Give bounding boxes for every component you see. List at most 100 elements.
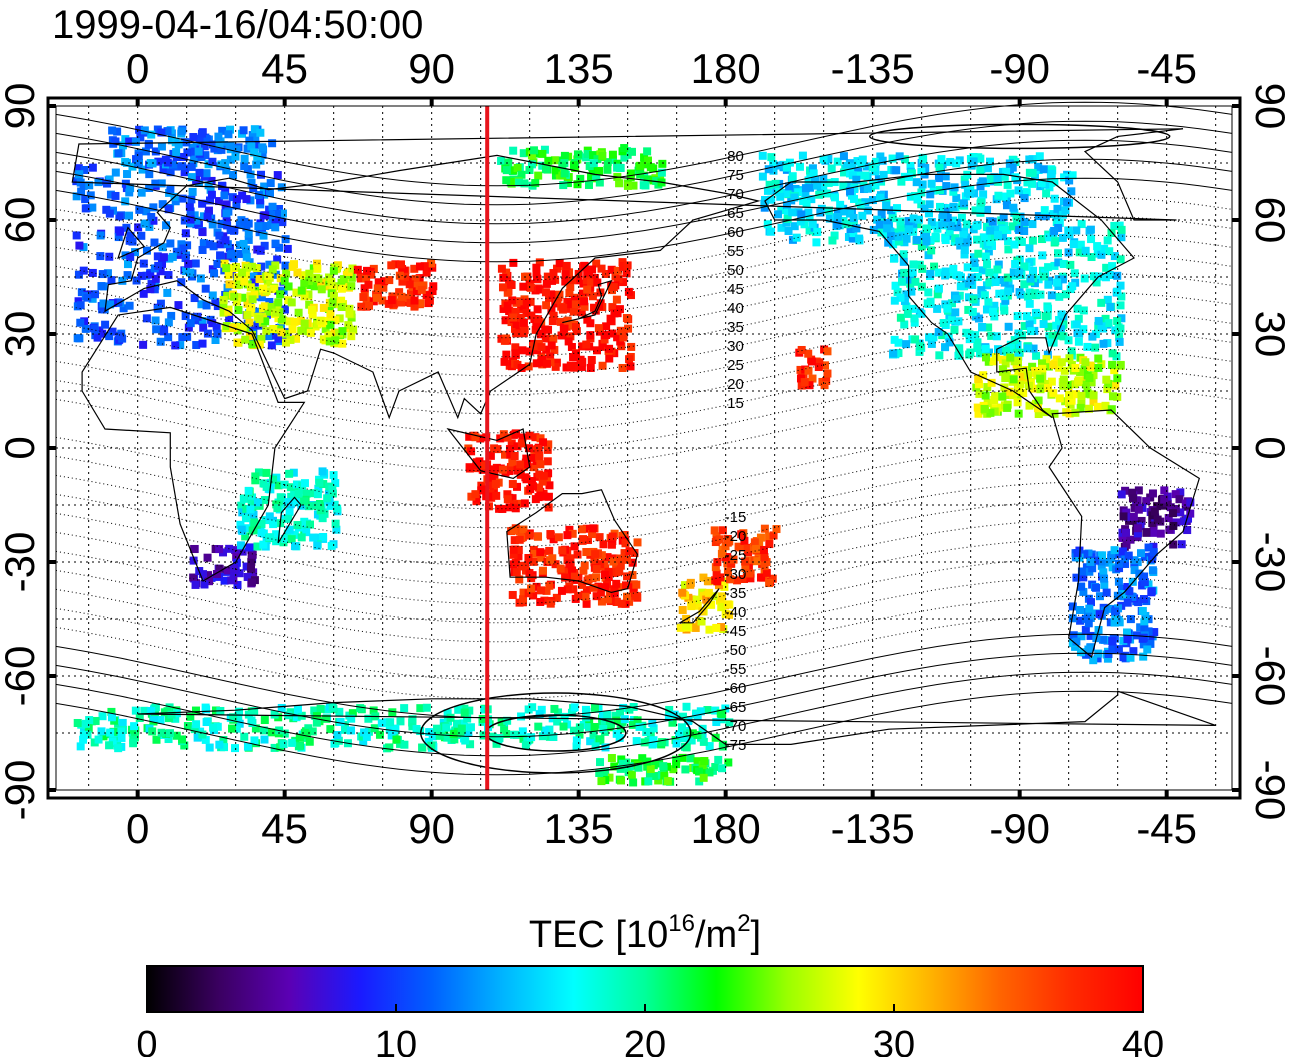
- mag-contour: [55, 196, 1233, 282]
- tec-cell: [1103, 236, 1112, 245]
- tec-cell: [1108, 262, 1117, 271]
- tec-cell: [236, 249, 245, 258]
- tec-cell: [304, 502, 313, 511]
- tec-cell: [98, 270, 107, 279]
- tec-cell: [257, 170, 266, 179]
- tec-cell: [1003, 180, 1012, 189]
- tec-cell: [263, 278, 272, 287]
- tec-cell: [1011, 173, 1020, 182]
- tec-cell: [540, 596, 549, 605]
- tec-cell: [617, 342, 626, 351]
- tec-cell: [711, 706, 720, 715]
- tec-cell: [974, 249, 983, 258]
- tec-cell: [643, 147, 652, 156]
- right-lat-label: -60: [1247, 646, 1292, 707]
- tec-cell: [178, 194, 187, 203]
- tec-cell: [1060, 173, 1069, 182]
- tec-cell: [256, 246, 265, 255]
- tec-cell: [323, 282, 332, 291]
- tec-cell: [337, 284, 346, 293]
- tec-cell: [618, 531, 627, 540]
- tec-cell: [549, 535, 558, 544]
- tec-cell: [147, 212, 156, 221]
- tec-cell: [539, 438, 548, 447]
- tec-cell: [201, 703, 210, 712]
- tec-cell: [90, 290, 99, 299]
- tec-cell: [1075, 248, 1084, 257]
- tec-cell: [1034, 409, 1043, 418]
- tec-cell: [324, 332, 333, 341]
- tec-cell: [1055, 394, 1064, 403]
- tec-cell: [547, 341, 556, 350]
- tec-cell: [280, 729, 289, 738]
- tec-cell: [1148, 566, 1157, 575]
- tec-cell: [1176, 488, 1185, 497]
- tec-cell: [883, 224, 892, 233]
- tec-cell: [585, 718, 594, 727]
- tec-cell: [1098, 635, 1107, 644]
- tec-cell: [294, 742, 303, 751]
- tec-cell: [292, 480, 301, 489]
- tec-cell: [1055, 316, 1064, 325]
- tec-cell: [513, 163, 522, 172]
- tec-cell: [1024, 371, 1033, 380]
- tec-cell: [524, 589, 533, 598]
- tec-cell: [824, 154, 833, 163]
- tec-cell: [257, 528, 266, 537]
- tec-cell: [892, 166, 901, 175]
- tec-cell: [625, 547, 634, 556]
- tec-cell: [513, 442, 522, 451]
- tec-cell: [1052, 321, 1061, 330]
- tec-cell: [617, 755, 626, 764]
- tec-cell: [1005, 159, 1014, 168]
- tec-cell: [309, 533, 318, 542]
- tec-cell: [906, 161, 915, 170]
- tec-cell: [336, 717, 345, 726]
- tec-cell: [622, 555, 631, 564]
- colorbar-ticks: 0 10 20 30 40: [136, 1004, 1164, 1057]
- tec-cell: [503, 495, 512, 504]
- tec-cell: [607, 540, 616, 549]
- tec-cell: [811, 175, 820, 184]
- tec-cell: [321, 336, 330, 345]
- tec-cell: [1066, 260, 1075, 269]
- tec-cell: [305, 737, 314, 746]
- tec-cell: [344, 321, 353, 330]
- tec-cell: [1068, 614, 1077, 623]
- tec-cell: [76, 301, 85, 310]
- tec-cell: [292, 288, 301, 297]
- tec-cell: [141, 147, 150, 156]
- mag-lat-label: 15: [727, 395, 744, 412]
- tec-cell: [235, 569, 244, 578]
- tec-cell: [395, 271, 404, 280]
- tec-cell: [721, 704, 730, 713]
- tec-cell: [136, 133, 145, 142]
- tec-cell: [277, 703, 286, 712]
- tec-cell: [990, 407, 999, 416]
- tec-cell: [300, 479, 309, 488]
- tec-cell: [270, 743, 279, 752]
- tec-cell: [306, 520, 315, 529]
- tec-cell: [206, 240, 215, 249]
- tec-cell: [954, 317, 963, 326]
- left-lat-label: 0: [0, 436, 43, 459]
- tec-cell: [649, 736, 658, 745]
- tec-cell: [986, 175, 995, 184]
- tec-cell: [178, 333, 187, 342]
- tec-cell: [242, 562, 251, 571]
- tec-cell: [292, 498, 301, 507]
- tec-cell: [282, 329, 291, 338]
- tec-cell: [924, 288, 933, 297]
- tec-cell: [247, 303, 256, 312]
- tec-cell: [598, 151, 607, 160]
- tec-cell: [596, 588, 605, 597]
- tec-cell: [516, 313, 525, 322]
- tec-region-east-africa: [236, 467, 342, 551]
- tec-cell: [634, 763, 643, 772]
- tec-cell: [219, 300, 228, 309]
- tec-cell: [1101, 401, 1110, 410]
- tec-cell: [712, 623, 721, 632]
- tec-cell: [571, 323, 580, 332]
- tec-cell: [1123, 598, 1132, 607]
- tec-cell: [961, 180, 970, 189]
